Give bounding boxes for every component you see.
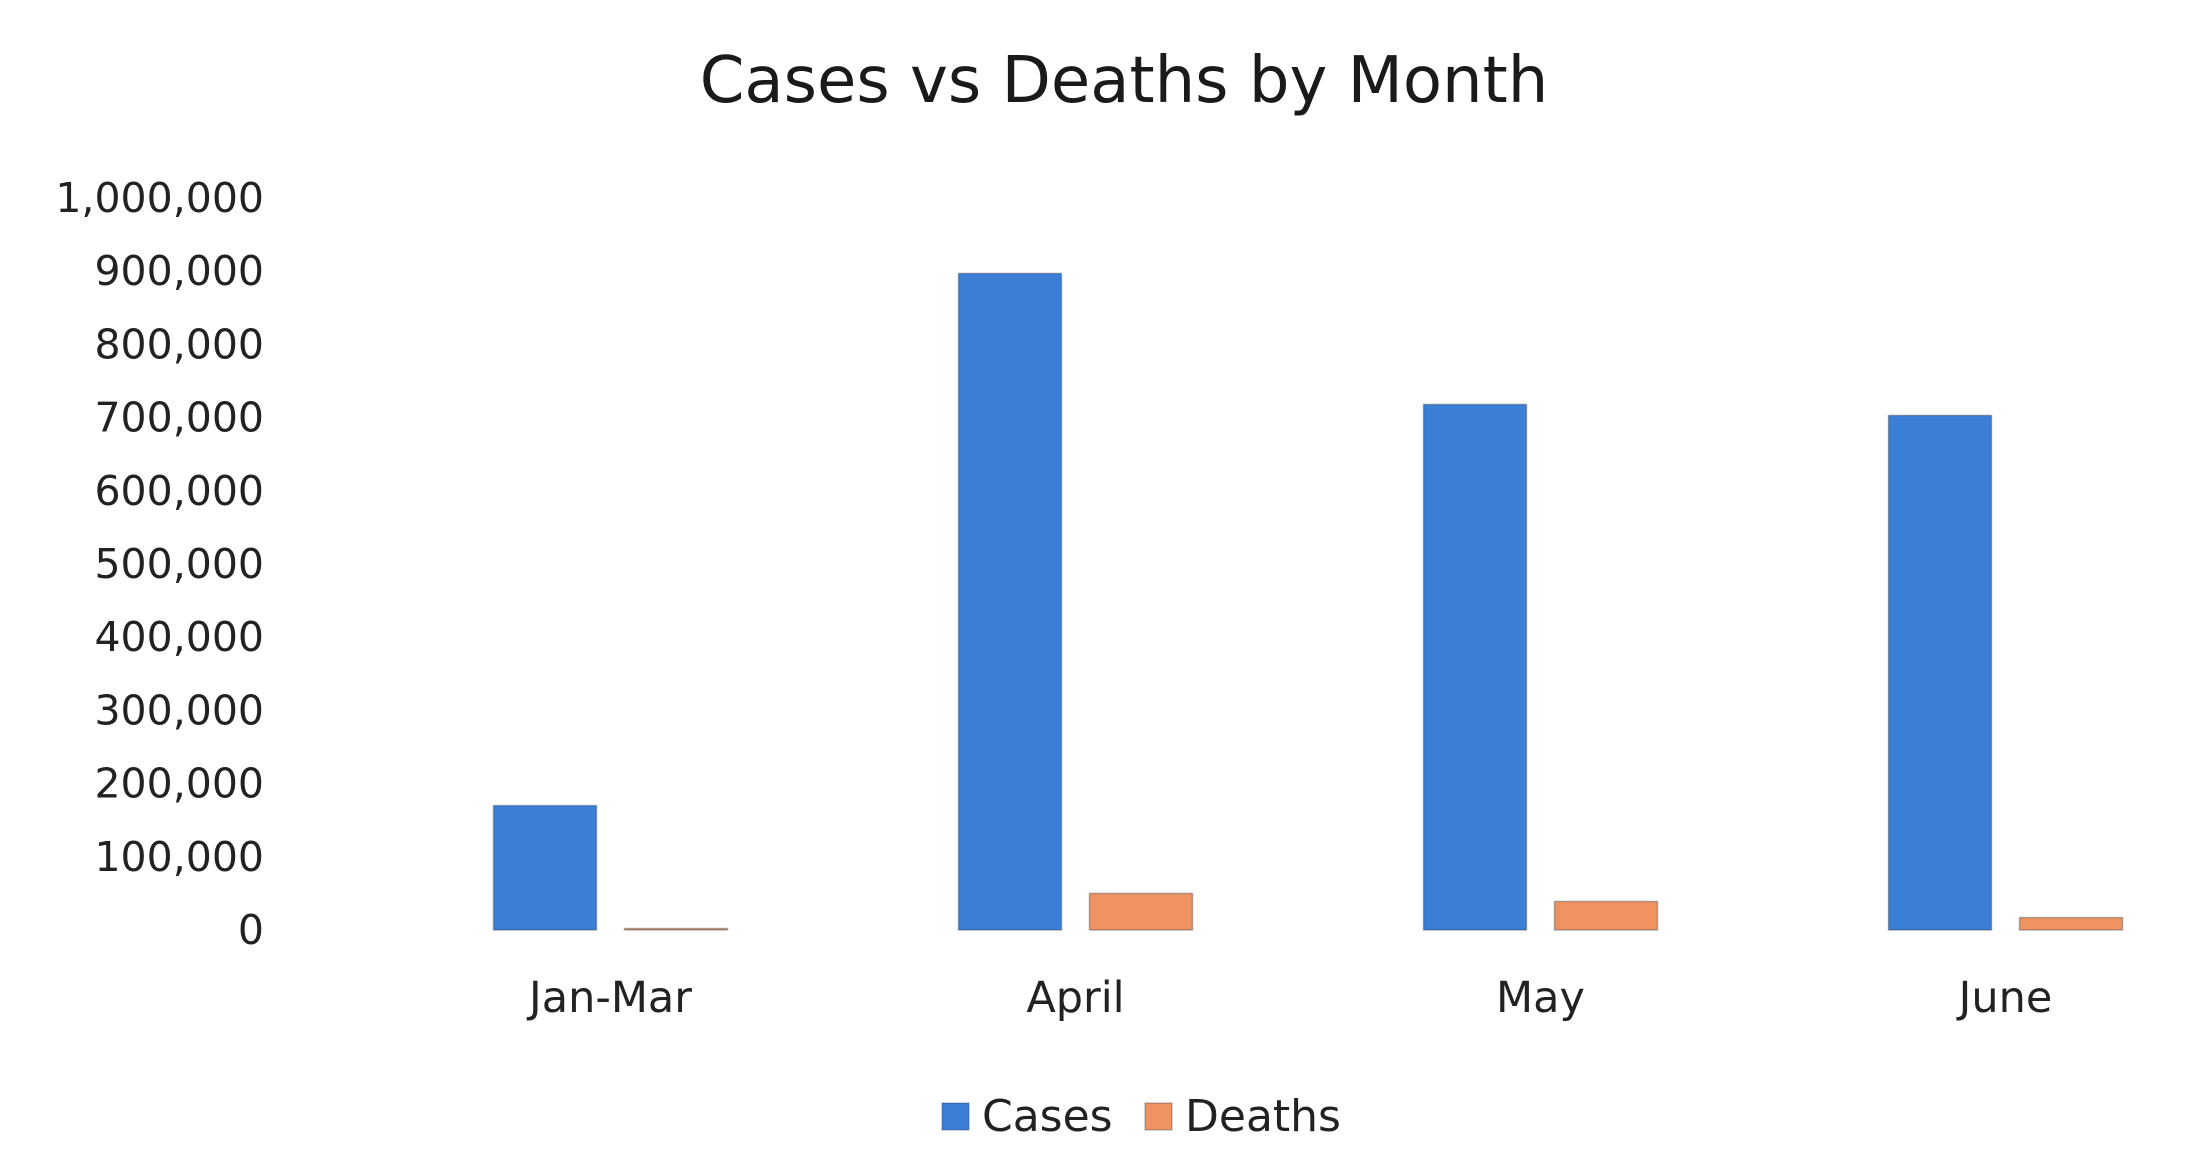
y-tick-label: 600,000 (94, 467, 264, 515)
bar-deaths-april (1088, 892, 1194, 931)
y-tick-label: 0 (238, 906, 264, 954)
y-tick-label: 100,000 (94, 833, 264, 881)
bar-cases-may (1422, 403, 1528, 931)
x-axis-labels: Jan-Mar April May June (526, 973, 2052, 1023)
x-tick-label: April (1026, 973, 1124, 1023)
legend-swatch-deaths (1144, 1102, 1173, 1131)
y-tick-label: 700,000 (94, 394, 264, 442)
y-tick-label: 800,000 (94, 320, 264, 368)
y-tick-label: 1,000,000 (55, 174, 264, 222)
bar-deaths-jan-mar (623, 927, 729, 931)
bar-cases-jan-mar (492, 804, 598, 931)
x-tick-label: June (1956, 973, 2053, 1023)
y-tick-label: 900,000 (94, 247, 264, 295)
legend-label-cases: Cases (982, 1091, 1113, 1142)
y-tick-label: 200,000 (94, 760, 264, 808)
x-tick-label: Jan-Mar (526, 973, 692, 1023)
legend-swatch-cases (941, 1102, 970, 1131)
bars (492, 272, 2124, 931)
y-axis-ticks: 0 100,000 200,000 300,000 400,000 500,000 600,… (55, 174, 264, 954)
y-tick-label: 300,000 (94, 686, 264, 734)
y-tick-label: 400,000 (94, 613, 264, 661)
legend-label-deaths: Deaths (1185, 1091, 1341, 1142)
bar-deaths-may (1553, 900, 1659, 931)
legend: Cases Deaths (941, 1091, 1341, 1142)
bar-cases-june (1887, 414, 1993, 931)
chart-title: Cases vs Deaths by Month (700, 44, 1549, 118)
bar-cases-april (957, 272, 1063, 931)
y-tick-label: 500,000 (94, 540, 264, 588)
bar-deaths-june (2018, 916, 2124, 931)
x-tick-label: May (1496, 973, 1585, 1023)
